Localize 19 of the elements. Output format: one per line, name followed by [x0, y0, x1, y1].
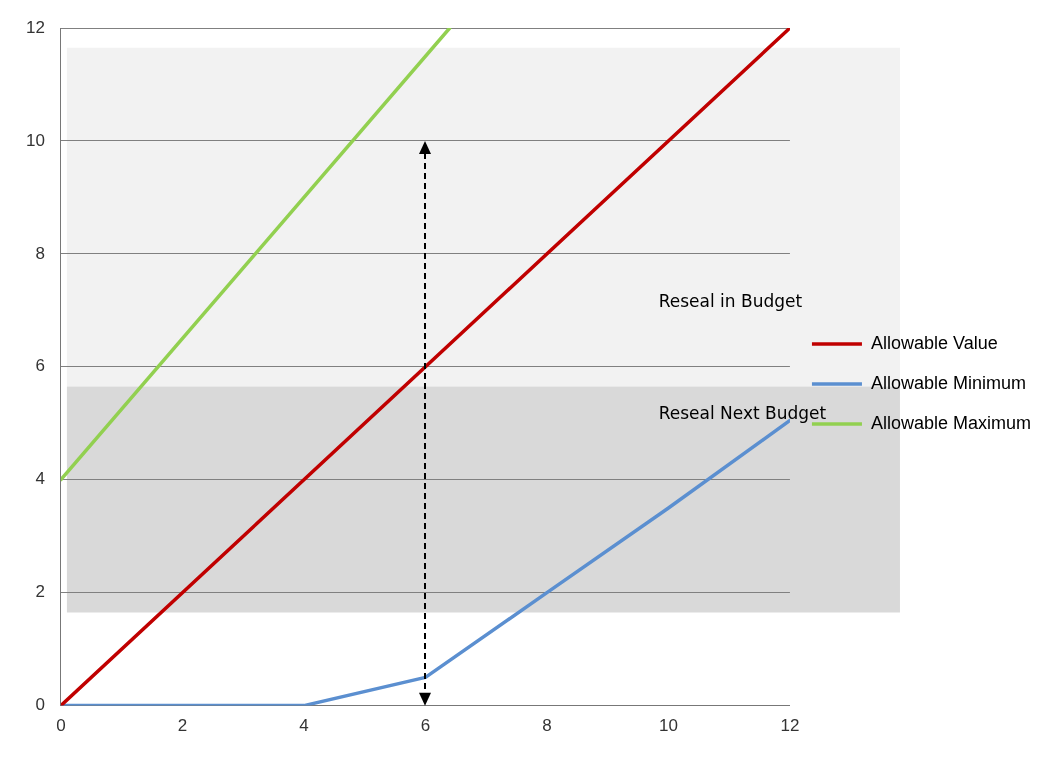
band-label: Reseal Next Budget — [658, 402, 827, 423]
y-tick-label: 4 — [35, 469, 45, 489]
legend-label: Allowable Maximum — [870, 412, 1032, 433]
y-tick-label: 0 — [35, 695, 45, 715]
y-tick-label: 2 — [35, 582, 45, 602]
y-tick-label: 10 — [25, 130, 45, 150]
band-label: Reseal in Budget — [658, 290, 803, 311]
x-tick-label: 8 — [542, 716, 552, 736]
x-tick-label: 4 — [299, 716, 309, 736]
x-tick-label: 0 — [56, 716, 66, 736]
legend-label: Allowable Minimum — [870, 372, 1027, 393]
x-tick-label: 10 — [658, 716, 678, 736]
x-tick-label: 6 — [420, 716, 431, 736]
x-tick-label: 2 — [177, 716, 188, 736]
y-tick-label: 6 — [35, 356, 45, 376]
x-tick-label: 12 — [780, 716, 800, 736]
y-tick-label: 8 — [35, 243, 45, 263]
y-tick-label: 12 — [25, 17, 45, 37]
legend-label: Allowable Value — [870, 332, 998, 353]
